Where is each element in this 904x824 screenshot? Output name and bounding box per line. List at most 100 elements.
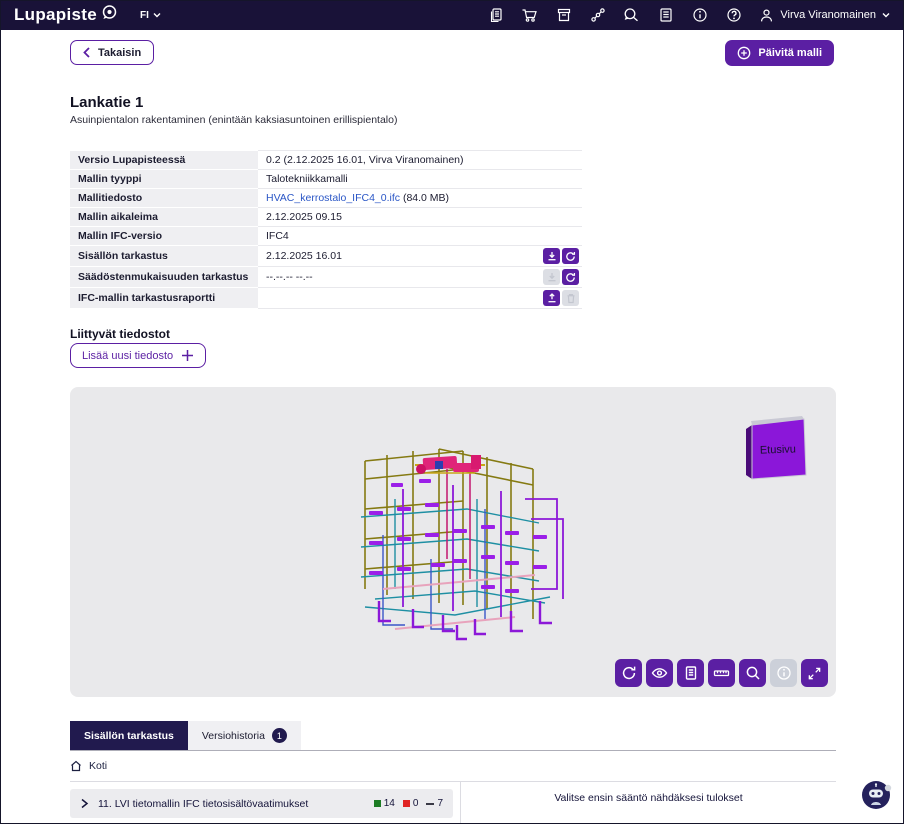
refresh-icon <box>566 272 576 282</box>
measure-button[interactable] <box>708 659 735 687</box>
row-label: Mallitiedosto <box>70 188 258 208</box>
failed-count: 0 <box>402 798 418 809</box>
archive-icon[interactable] <box>555 7 572 24</box>
info-button <box>770 659 797 687</box>
passed-count: 14 <box>373 798 395 809</box>
row-label: Sisällön tarkastus <box>70 245 258 267</box>
divider <box>70 750 836 751</box>
download-report-button <box>543 269 560 285</box>
column-divider <box>460 782 461 824</box>
row-value: 2.12.2025 16.01 <box>258 245 582 267</box>
info-icon <box>776 666 791 680</box>
link-icon[interactable] <box>589 7 606 24</box>
row-label: Mallin tyyppi <box>70 169 258 189</box>
add-file-label: Lisää uusi tiedosto <box>82 349 174 362</box>
speech-bubble-icon <box>101 4 118 26</box>
ruler-icon <box>713 670 730 677</box>
user-menu[interactable]: Virva Viranomainen <box>759 8 890 23</box>
brand-name: Lupapiste <box>14 5 97 24</box>
row-label: IFC-mallin tarkastusraportti <box>70 287 258 309</box>
zoom-button[interactable] <box>739 659 766 687</box>
home-icon <box>71 760 81 772</box>
content-check-timestamp: 2.12.2025 16.01 <box>266 250 342 262</box>
plus-icon <box>182 350 194 361</box>
row-value: --.--.-- --.-- <box>258 266 582 288</box>
row-value: 0.2 (2.12.2025 16.01, Virva Viranomainen… <box>258 150 582 170</box>
chevron-down-icon <box>882 13 890 18</box>
page-title: Lankatie 1 <box>70 94 144 111</box>
info-icon[interactable] <box>691 7 708 24</box>
help-icon[interactable] <box>725 7 742 24</box>
reset-view-button[interactable] <box>615 659 642 687</box>
rerun-check-button[interactable] <box>562 269 579 285</box>
user-name: Virva Viranomainen <box>780 9 876 21</box>
ignored-count: 7 <box>426 798 443 809</box>
brand-logo[interactable]: Lupapiste <box>14 4 118 26</box>
view-cube-label: Etusivu <box>760 443 796 456</box>
delete-report-button <box>562 290 579 306</box>
visibility-button[interactable] <box>646 659 673 687</box>
upload-icon <box>548 293 555 303</box>
rule-stats: 14 0 7 <box>373 798 443 809</box>
view-cube[interactable]: Etusivu <box>738 415 810 489</box>
table-row: Mallitiedosto HVAC_kerrostalo_IFC4_0.ifc… <box>70 188 582 208</box>
breadcrumb-label: Koti <box>89 760 108 772</box>
table-row: Sisällön tarkastus 2.12.2025 16.01 <box>70 245 582 267</box>
compliance-check-timestamp: --.--.-- --.-- <box>266 271 313 283</box>
refresh-icon <box>566 251 576 261</box>
top-navbar: Lupapiste FI <box>0 0 904 30</box>
search-icon[interactable] <box>623 7 640 24</box>
trash-icon <box>567 293 574 303</box>
download-icon <box>548 252 555 261</box>
fail-indicator <box>402 800 410 807</box>
tab-content-check[interactable]: Sisällön tarkastus <box>70 721 188 750</box>
viewer-toolbar <box>615 659 828 687</box>
tab-label: Sisällön tarkastus <box>84 729 174 742</box>
model-file-link[interactable]: HVAC_kerrostalo_IFC4_0.ifc <box>266 192 401 204</box>
breadcrumb-home[interactable]: Koti <box>70 760 107 772</box>
update-model-label: Päivitä malli <box>758 47 822 59</box>
table-row: Mallin tyyppi Talotekniikkamalli <box>70 169 582 189</box>
eye-icon <box>651 668 668 678</box>
row-value: HVAC_kerrostalo_IFC4_0.ifc (84.0 MB) <box>258 188 582 208</box>
fullscreen-button[interactable] <box>801 659 828 687</box>
page-subtitle: Asuinpientalon rakentaminen (enintään ka… <box>70 114 398 126</box>
row-label: Säädöstenmukaisuuden tarkastus <box>70 266 258 288</box>
language-label: FI <box>140 9 149 21</box>
add-file-button[interactable]: Lisää uusi tiedosto <box>70 343 207 368</box>
documents-icon[interactable] <box>487 7 504 24</box>
results-tabs: Sisällön tarkastus Versiohistoria 1 <box>70 721 301 750</box>
rule-title: 11. LVI tietomallin IFC tietosisältövaat… <box>98 797 309 810</box>
bim-model-graphic <box>360 448 564 641</box>
chatbot-button[interactable] <box>861 779 893 811</box>
upload-report-button[interactable] <box>543 290 560 306</box>
tab-version-history[interactable]: Versiohistoria 1 <box>187 721 301 750</box>
download-report-button[interactable] <box>543 248 560 264</box>
download-icon <box>548 273 555 282</box>
row-value: 2.12.2025 09.15 <box>258 207 582 227</box>
neutral-indicator <box>426 802 435 805</box>
model-viewer-canvas[interactable]: Etusivu <box>70 387 836 697</box>
chevron-right-icon <box>81 798 89 809</box>
chevron-left-icon <box>83 47 90 58</box>
properties-button[interactable] <box>677 659 704 687</box>
language-selector[interactable]: FI <box>140 10 161 21</box>
file-size: (84.0 MB) <box>400 192 450 204</box>
list-icon[interactable] <box>657 7 674 24</box>
rule-accordion-row[interactable]: 11. LVI tietomallin IFC tietosisältövaat… <box>70 789 453 818</box>
divider <box>70 781 836 782</box>
robot-icon <box>862 781 892 809</box>
table-row: Mallin aikaleima 2.12.2025 09.15 <box>70 207 582 227</box>
person-icon <box>761 8 773 21</box>
row-value: IFC4 <box>258 226 582 246</box>
cart-icon[interactable] <box>521 7 538 24</box>
update-model-button[interactable]: Päivitä malli <box>725 40 834 66</box>
rerun-check-button[interactable] <box>562 248 579 264</box>
zoom-icon <box>746 666 760 680</box>
document-icon <box>685 666 696 680</box>
back-button[interactable]: Takaisin <box>70 40 155 65</box>
table-row: Mallin IFC-versio IFC4 <box>70 226 582 246</box>
results-empty-state: Valitse ensin sääntö nähdäksesi tulokset <box>554 792 743 804</box>
plus-circle-icon <box>738 46 751 60</box>
